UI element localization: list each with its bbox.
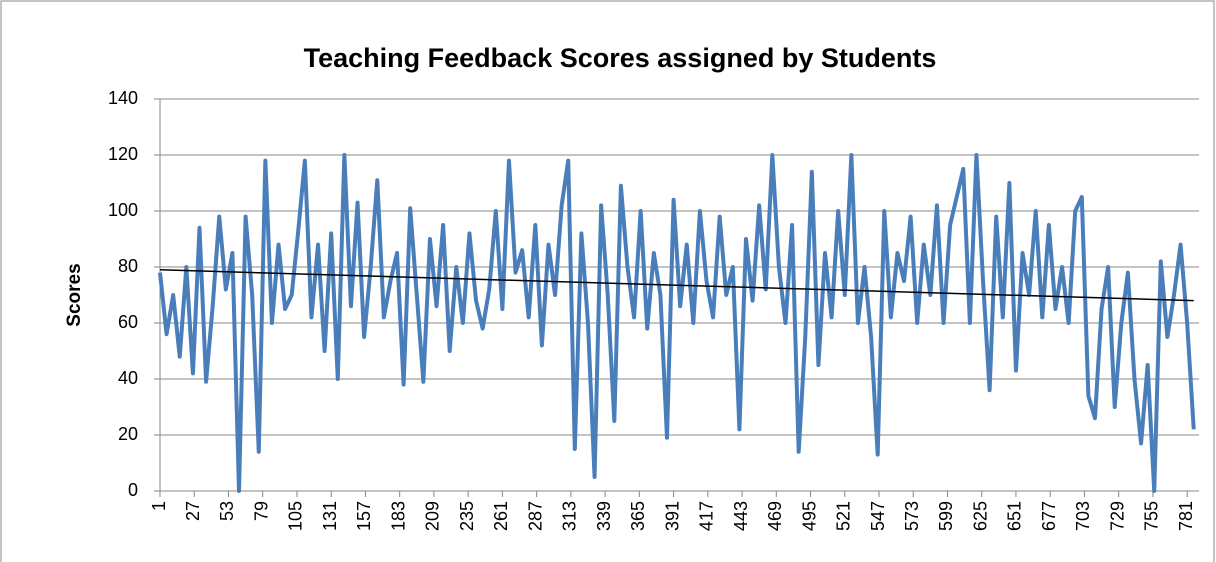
x-tick-label: 261 <box>491 501 511 531</box>
x-tick-label: 157 <box>354 501 374 531</box>
x-tick-label: 677 <box>1039 501 1059 531</box>
x-tick-label: 521 <box>834 501 854 531</box>
chart-title: Teaching Feedback Scores assigned by Stu… <box>304 43 937 73</box>
x-tick-label: 53 <box>217 501 237 521</box>
x-tick-label: 443 <box>731 501 751 531</box>
y-tick-label: 0 <box>128 480 138 500</box>
y-tick-label: 120 <box>108 144 138 164</box>
x-tick-label: 703 <box>1073 501 1093 531</box>
x-tick-label: 781 <box>1176 501 1196 531</box>
x-tick-label: 573 <box>902 501 922 531</box>
y-axis-label: Scores <box>64 263 85 326</box>
data-line <box>158 153 1196 493</box>
x-tick-label: 235 <box>457 501 477 531</box>
x-tick-label: 625 <box>970 501 990 531</box>
y-tick-label: 80 <box>118 256 138 276</box>
x-tick-label: 27 <box>183 501 203 521</box>
x-tick-label: 79 <box>251 501 271 521</box>
x-tick-label: 391 <box>662 501 682 531</box>
y-tick-label: 100 <box>108 200 138 220</box>
y-tick-label: 140 <box>108 88 138 108</box>
trend-line <box>159 269 1194 302</box>
x-tick-label: 183 <box>388 501 408 531</box>
x-tick-label: 209 <box>423 501 443 531</box>
x-tick-label: 469 <box>765 501 785 531</box>
x-tick-label: 599 <box>936 501 956 531</box>
y-tick-label: 20 <box>118 424 138 444</box>
y-tick-label: 60 <box>118 312 138 332</box>
x-tick-label: 131 <box>320 501 340 531</box>
x-tick-label: 105 <box>286 501 306 531</box>
x-tick-label: 365 <box>628 501 648 531</box>
y-tick-label: 40 <box>118 368 138 388</box>
x-tick-label: 417 <box>697 501 717 531</box>
x-tick-label: 1 <box>149 501 169 511</box>
x-tick-label: 547 <box>868 501 888 531</box>
x-tick-label: 651 <box>1005 501 1025 531</box>
x-tick-label: 313 <box>560 501 580 531</box>
x-tick-label: 495 <box>799 501 819 531</box>
x-tick-label: 755 <box>1142 501 1162 531</box>
x-tick-label: 729 <box>1107 501 1127 531</box>
x-tick-label: 287 <box>525 501 545 531</box>
x-tick-label: 339 <box>594 501 614 531</box>
